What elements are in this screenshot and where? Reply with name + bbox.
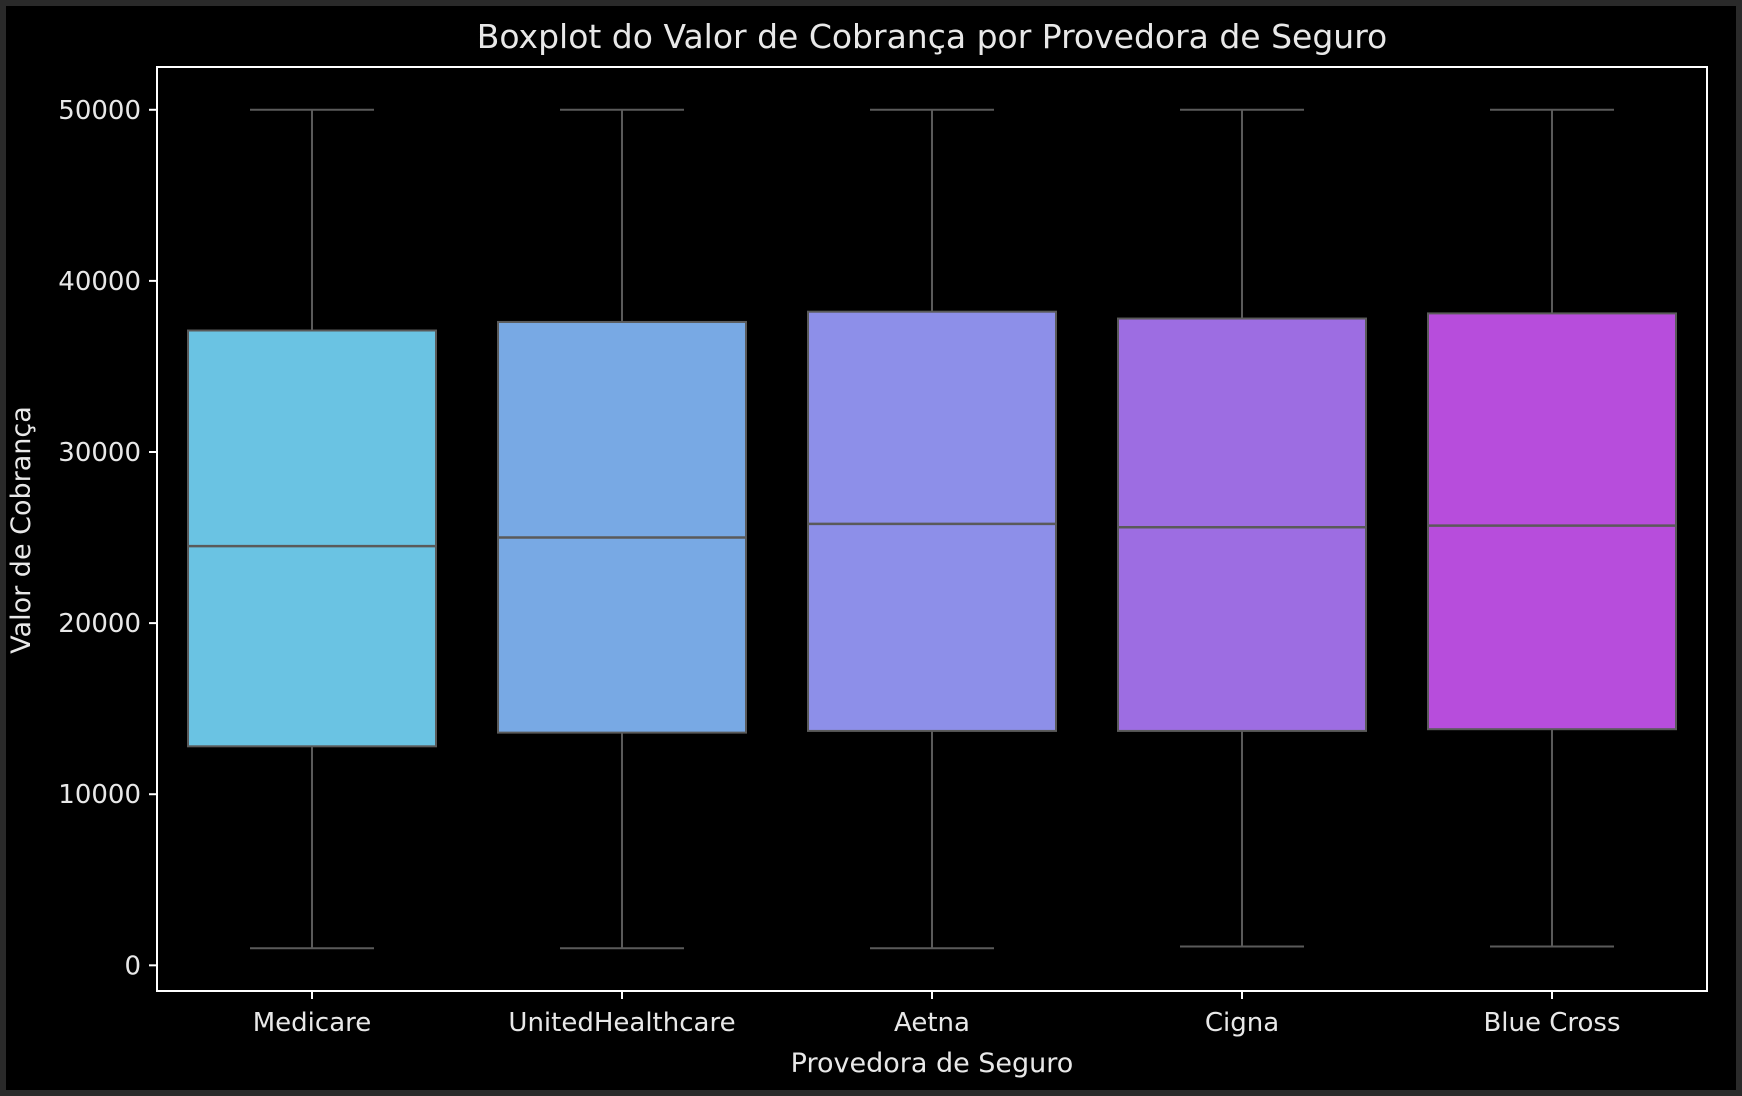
y-tick-label: 0	[124, 951, 141, 981]
iqr-box	[1427, 312, 1677, 731]
y-tick-label: 10000	[58, 780, 141, 810]
x-axis-label: Provedora de Seguro	[791, 1048, 1074, 1079]
iqr-box	[807, 310, 1057, 732]
iqr-box	[1117, 317, 1367, 732]
x-tick-label: Cigna	[1205, 1008, 1279, 1038]
y-axis-label: Valor de Cobrança	[6, 406, 37, 654]
plot-area	[187, 108, 1677, 950]
y-tick-label: 30000	[58, 438, 141, 468]
box-medicare	[187, 108, 437, 950]
chart-title: Boxplot do Valor de Cobrança por Provedo…	[477, 17, 1388, 56]
y-tick-label: 50000	[58, 96, 141, 126]
box-cigna	[1117, 108, 1367, 948]
iqr-box	[497, 320, 747, 734]
x-tick-label: UnitedHealthcare	[508, 1008, 735, 1038]
y-axis: 0 10000 20000 30000 40000 50000	[58, 96, 157, 981]
box-unitedhealthcare	[497, 108, 747, 950]
y-tick-label: 20000	[58, 609, 141, 639]
y-tick-label: 40000	[58, 267, 141, 297]
x-axis: Medicare UnitedHealthcare Aetna Cigna Blue C…	[253, 991, 1621, 1038]
box-aetna	[807, 108, 1057, 950]
x-tick-label: Medicare	[253, 1008, 372, 1038]
iqr-box	[187, 329, 437, 748]
x-tick-label: Blue Cross	[1483, 1008, 1620, 1038]
box-blue-cross	[1427, 108, 1677, 948]
x-tick-label: Aetna	[894, 1008, 970, 1038]
